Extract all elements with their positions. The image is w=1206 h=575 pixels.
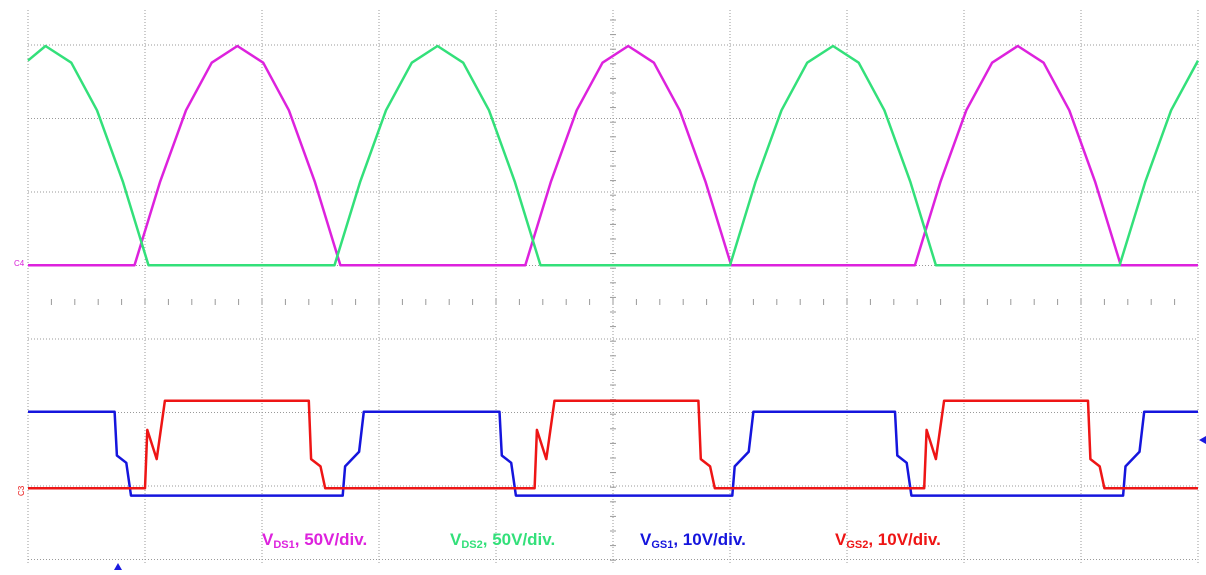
legend-base: V: [835, 530, 847, 549]
legend-sub: GS1: [651, 539, 673, 551]
legend-sub: GS2: [846, 539, 868, 551]
legend-base: V: [262, 530, 274, 549]
legend-base: V: [450, 530, 462, 549]
legend-sub: DS1: [273, 539, 294, 551]
waveform: [28, 44, 1198, 267]
legend-rest: , 10V/div.: [673, 530, 745, 549]
channel-marker: C3: [17, 485, 26, 496]
legend-rest: , 50V/div.: [295, 530, 367, 549]
legend-base: V: [640, 530, 652, 549]
legend-rest: , 10V/div.: [868, 530, 940, 549]
legend-sub: DS2: [461, 539, 482, 551]
legend-label: VGS2, 10V/div.: [835, 530, 941, 551]
waveform: [28, 410, 1198, 497]
legend-label: VDS1, 50V/div.: [262, 530, 367, 551]
waveform: [28, 399, 1198, 490]
waveform: [27, 44, 1200, 267]
level-marker: [1199, 436, 1206, 444]
grid: [27, 10, 1199, 565]
channel-marker: C4: [14, 259, 25, 268]
legend-rest: , 50V/div.: [483, 530, 555, 549]
trigger-marker: [114, 563, 122, 570]
legend-label: VGS1, 10V/div.: [640, 530, 746, 551]
legend-label: VDS2, 50V/div.: [450, 530, 555, 551]
